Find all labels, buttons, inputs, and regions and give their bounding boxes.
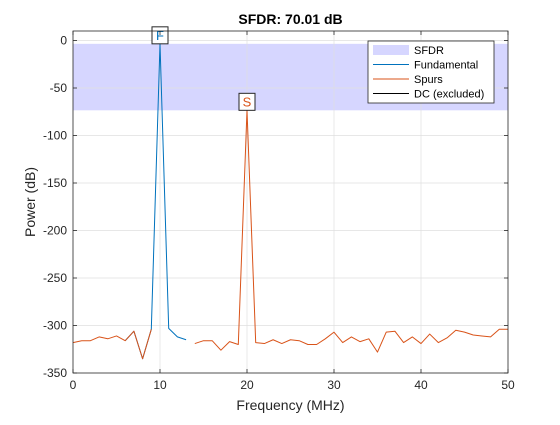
marker-f: F: [151, 26, 169, 45]
x-tick-label: 0: [70, 378, 77, 392]
y-tick-label: -300: [43, 319, 67, 333]
y-tick-label: -150: [43, 176, 67, 190]
x-tick-label: 20: [240, 378, 254, 392]
legend-entry: SFDR: [414, 45, 444, 57]
x-tick-label: 30: [327, 378, 341, 392]
legend-swatch: [373, 45, 409, 55]
chart-title: SFDR: 70.01 dB: [238, 11, 342, 27]
y-tick-label: -250: [43, 271, 67, 285]
marker-s: S: [238, 92, 256, 111]
y-tick-label: -100: [43, 129, 67, 143]
legend-entry: DC (excluded): [414, 89, 484, 101]
y-tick-label: 0: [60, 34, 67, 48]
y-axis-label: Power (dB): [22, 167, 38, 237]
x-tick-label: 10: [153, 378, 167, 392]
axes-box: [72, 30, 509, 374]
series-line-spurs: [72, 329, 152, 360]
y-tick-label: -50: [50, 81, 68, 95]
x-tick-label: 40: [414, 378, 428, 392]
legend-entry: Spurs: [414, 74, 443, 86]
x-tick-label: 50: [501, 378, 515, 392]
marker-box: [238, 92, 256, 111]
legend: SFDR Fundamental Spurs DC (excluded): [367, 40, 495, 104]
marker-label: F: [156, 28, 164, 43]
x-axis-label: Frequency (MHz): [236, 397, 344, 413]
y-tick-label: -350: [43, 366, 67, 380]
y-tick-label: -200: [43, 224, 67, 238]
marker-label: S: [243, 94, 252, 109]
legend-entry: Fundamental: [414, 60, 478, 72]
